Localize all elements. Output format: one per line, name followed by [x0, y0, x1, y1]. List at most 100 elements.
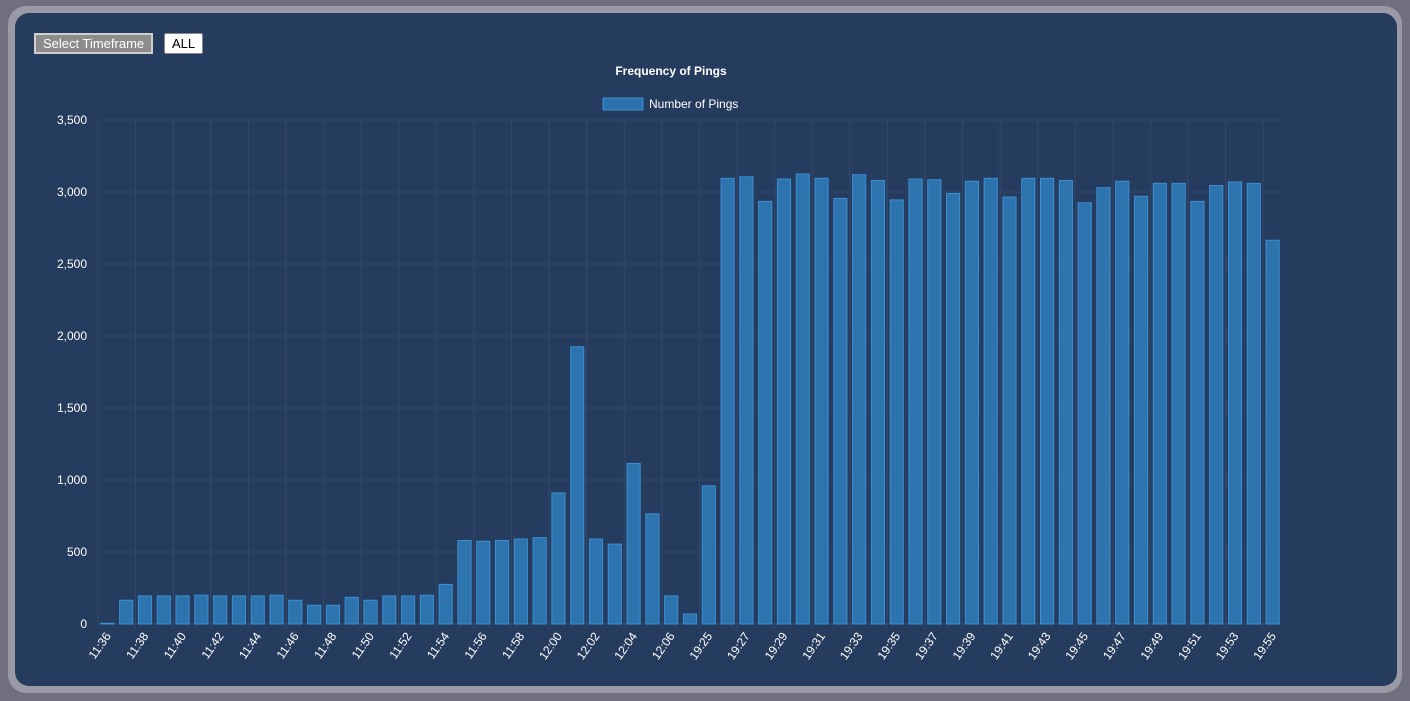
bar-1940[interactable]	[983, 177, 998, 625]
x-tick-label: 19:51	[1175, 629, 1204, 662]
bar-1146[interactable]	[288, 599, 303, 625]
bar-1148[interactable]	[325, 604, 340, 625]
x-tick-label: 11:44	[236, 629, 264, 661]
bar-1158[interactable]	[513, 538, 528, 625]
bar-1205[interactable]	[645, 513, 660, 625]
x-tick-label: 19:35	[874, 629, 903, 662]
x-tick-label: 19:45	[1062, 629, 1091, 662]
bar-1154[interactable]	[438, 583, 453, 625]
bar-1947[interactable]	[1115, 180, 1130, 625]
bar-1137[interactable]	[119, 599, 134, 625]
x-tick-label: 19:29	[762, 629, 791, 662]
bar-1145[interactable]	[269, 594, 284, 625]
bar-1941[interactable]	[1002, 196, 1017, 625]
legend-swatch[interactable]	[602, 97, 644, 111]
bar-1206[interactable]	[664, 595, 679, 625]
bar-1200[interactable]	[551, 492, 566, 625]
x-tick-label: 19:37	[912, 629, 941, 662]
y-tick-label: 1,000	[57, 473, 87, 487]
x-tick-label: 11:48	[311, 629, 339, 661]
bar-1140[interactable]	[175, 595, 190, 625]
bar-1955[interactable]	[1265, 239, 1280, 625]
bar-1932[interactable]	[833, 197, 848, 625]
bar-1926[interactable]	[720, 177, 735, 625]
bar-1143[interactable]	[231, 595, 247, 625]
bar-1944[interactable]	[1058, 179, 1073, 625]
x-tick-label: 11:40	[161, 629, 189, 661]
select-timeframe-button[interactable]: Select Timeframe	[34, 33, 154, 54]
x-tick-label: 11:52	[386, 629, 414, 661]
bar-1936[interactable]	[908, 178, 923, 625]
y-tick-label: 0	[80, 617, 87, 631]
bar-1954[interactable]	[1246, 182, 1261, 625]
bar-1949[interactable]	[1152, 182, 1167, 625]
y-tick-label: 1,500	[57, 401, 87, 415]
bar-1927[interactable]	[739, 176, 754, 625]
bar-1139[interactable]	[156, 595, 171, 625]
bar-1942[interactable]	[1021, 177, 1036, 625]
y-tick-label: 3,000	[57, 185, 87, 199]
x-tick-label: 19:49	[1138, 629, 1167, 662]
x-tick-label: 19:33	[837, 629, 866, 662]
x-tick-label: 12:04	[611, 629, 640, 662]
bar-1142[interactable]	[213, 595, 228, 625]
bar-1948[interactable]	[1133, 195, 1149, 625]
bar-1945[interactable]	[1077, 202, 1092, 625]
bar-1935[interactable]	[889, 199, 904, 625]
bar-1925[interactable]	[701, 485, 716, 625]
x-tick-label: 19:43	[1025, 629, 1054, 662]
bar-1159[interactable]	[532, 537, 547, 625]
bar-1930[interactable]	[795, 173, 810, 625]
x-tick-label: 19:55	[1250, 629, 1279, 662]
y-tick-label: 2,000	[57, 329, 87, 343]
bar-1202[interactable]	[588, 538, 604, 625]
bar-1147[interactable]	[307, 604, 322, 625]
all-timeframe-button[interactable]: ALL	[164, 33, 204, 54]
bar-1136[interactable]	[100, 622, 115, 625]
x-tick-label: 19:31	[799, 629, 828, 662]
bar-1939[interactable]	[964, 180, 979, 625]
bar-1203[interactable]	[607, 543, 622, 625]
bar-1150[interactable]	[363, 599, 378, 625]
bar-1138[interactable]	[137, 595, 153, 625]
bar-1933[interactable]	[852, 174, 867, 625]
bar-1153[interactable]	[419, 594, 434, 625]
bar-1934[interactable]	[870, 179, 886, 625]
bar-1156[interactable]	[476, 540, 491, 625]
y-axis-labels: 0 500 1,000 1,500 2,000 2,500 3,000 3,500	[57, 113, 87, 631]
x-tick-label: 19:41	[987, 629, 1016, 662]
bar-1929[interactable]	[776, 178, 792, 625]
bar-1928[interactable]	[758, 200, 773, 625]
bar-1953[interactable]	[1227, 181, 1243, 625]
y-tick-label: 2,500	[57, 257, 87, 271]
bar-1931[interactable]	[814, 177, 829, 625]
x-tick-label: 12:06	[649, 629, 678, 662]
bar-1952[interactable]	[1209, 185, 1224, 625]
bar-1946[interactable]	[1096, 187, 1111, 625]
bar-1951[interactable]	[1190, 200, 1205, 625]
bar-1144[interactable]	[250, 595, 265, 625]
bar-1937[interactable]	[927, 179, 942, 625]
x-tick-label: 11:38	[123, 629, 151, 661]
x-tick-label: 12:00	[536, 629, 565, 662]
x-tick-label: 19:27	[724, 629, 753, 662]
bar-1943[interactable]	[1040, 177, 1055, 625]
bar-1204[interactable]	[626, 462, 641, 625]
chart-title: Frequency of Pings	[615, 64, 727, 78]
bar-1938[interactable]	[946, 192, 961, 625]
bar-1207[interactable]	[682, 613, 698, 625]
x-tick-label: 11:36	[86, 629, 114, 661]
bar-1151[interactable]	[382, 595, 397, 625]
bar-1201[interactable]	[570, 346, 585, 625]
x-tick-label: 19:25	[687, 629, 716, 662]
legend-label[interactable]: Number of Pings	[649, 97, 738, 111]
bar-1152[interactable]	[401, 595, 416, 625]
chart-bars	[100, 173, 1280, 625]
x-tick-label: 11:54	[424, 629, 452, 661]
bar-1155[interactable]	[457, 539, 472, 625]
bar-1950[interactable]	[1171, 182, 1186, 625]
bar-1157[interactable]	[494, 539, 510, 625]
bar-1141[interactable]	[194, 594, 209, 625]
bar-1149[interactable]	[344, 596, 359, 625]
